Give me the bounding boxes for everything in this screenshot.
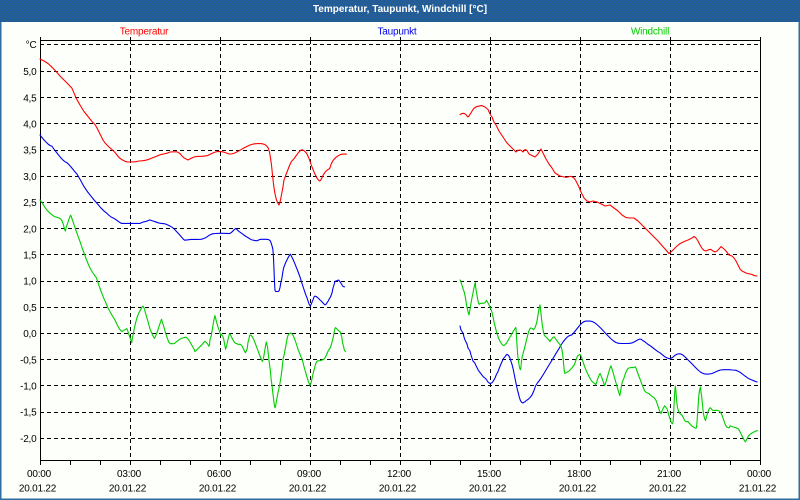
svg-text:03:00: 03:00 [117, 469, 142, 480]
svg-text:21.01.22: 21.01.22 [739, 483, 777, 494]
svg-text:20.01.22: 20.01.22 [649, 483, 687, 494]
svg-text:-2,0: -2,0 [20, 434, 37, 445]
svg-text:3,5: 3,5 [23, 146, 37, 157]
svg-text:20.01.22: 20.01.22 [19, 483, 57, 494]
svg-text:-1,5: -1,5 [20, 408, 37, 419]
svg-text:21:00: 21:00 [657, 469, 682, 480]
svg-text:1,5: 1,5 [23, 251, 37, 262]
svg-text:Windchill: Windchill [631, 27, 669, 38]
svg-text:00:00: 00:00 [27, 469, 52, 480]
svg-text:2,5: 2,5 [23, 198, 37, 209]
svg-text:4,0: 4,0 [23, 120, 37, 131]
svg-text:20.01.22: 20.01.22 [559, 483, 597, 494]
svg-text:20.01.22: 20.01.22 [379, 483, 417, 494]
svg-text:0,0: 0,0 [23, 329, 37, 340]
svg-text:2,0: 2,0 [23, 224, 37, 235]
svg-text:12:00: 12:00 [387, 469, 412, 480]
svg-text:06:00: 06:00 [207, 469, 232, 480]
svg-text:-1,0: -1,0 [20, 382, 37, 393]
svg-text:3,0: 3,0 [23, 172, 37, 183]
svg-text:°C: °C [26, 40, 37, 51]
svg-text:Temperatur, Taupunkt, Windchil: Temperatur, Taupunkt, Windchill [°C] [313, 4, 487, 15]
svg-text:18:00: 18:00 [567, 469, 592, 480]
svg-text:1,0: 1,0 [23, 277, 37, 288]
svg-text:20.01.22: 20.01.22 [199, 483, 237, 494]
svg-text:09:00: 09:00 [297, 469, 322, 480]
svg-text:5,0: 5,0 [23, 67, 37, 78]
svg-text:Temperatur: Temperatur [120, 27, 169, 38]
svg-text:4,5: 4,5 [23, 93, 37, 104]
svg-text:20.01.22: 20.01.22 [289, 483, 327, 494]
svg-text:-0,5: -0,5 [20, 355, 37, 366]
svg-text:15:00: 15:00 [477, 469, 502, 480]
svg-text:20.01.22: 20.01.22 [109, 483, 147, 494]
svg-text:00:00: 00:00 [747, 469, 772, 480]
svg-text:Taupunkt: Taupunkt [378, 27, 417, 38]
svg-text:0,5: 0,5 [23, 303, 37, 314]
svg-text:20.01.22: 20.01.22 [469, 483, 507, 494]
